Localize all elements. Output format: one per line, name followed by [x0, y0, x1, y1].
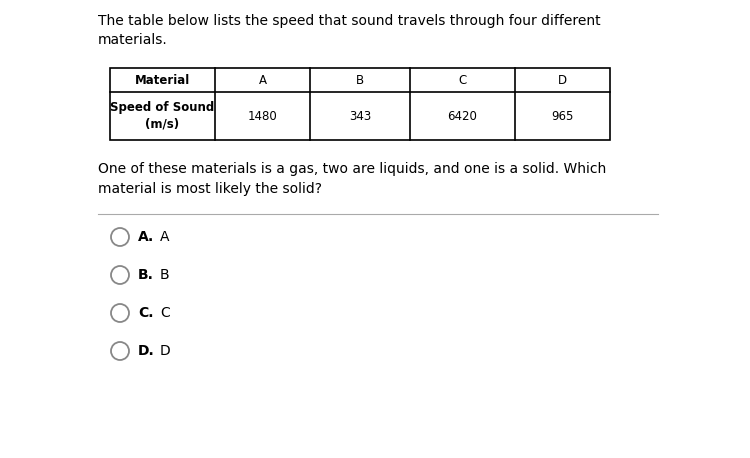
- Text: D: D: [160, 344, 171, 358]
- Text: Speed of Sound
(m/s): Speed of Sound (m/s): [110, 102, 214, 131]
- Text: 965: 965: [551, 109, 574, 122]
- Circle shape: [111, 304, 129, 322]
- Text: D.: D.: [138, 344, 154, 358]
- Text: 1480: 1480: [248, 109, 278, 122]
- Text: The table below lists the speed that sound travels through four different
materi: The table below lists the speed that sou…: [98, 14, 601, 48]
- Text: C: C: [458, 73, 466, 87]
- Text: D: D: [558, 73, 567, 87]
- Text: C.: C.: [138, 306, 154, 320]
- Bar: [110, 68, 610, 140]
- Circle shape: [111, 228, 129, 246]
- Text: B.: B.: [138, 268, 154, 282]
- Text: B: B: [160, 268, 170, 282]
- Text: 6420: 6420: [448, 109, 478, 122]
- Circle shape: [111, 266, 129, 284]
- Text: 343: 343: [349, 109, 371, 122]
- Circle shape: [111, 342, 129, 360]
- Text: A.: A.: [138, 230, 154, 244]
- Text: C: C: [160, 306, 170, 320]
- Text: B: B: [356, 73, 364, 87]
- Text: Material: Material: [135, 73, 190, 87]
- Text: A: A: [160, 230, 170, 244]
- Text: One of these materials is a gas, two are liquids, and one is a solid. Which
mate: One of these materials is a gas, two are…: [98, 162, 606, 196]
- Text: A: A: [259, 73, 266, 87]
